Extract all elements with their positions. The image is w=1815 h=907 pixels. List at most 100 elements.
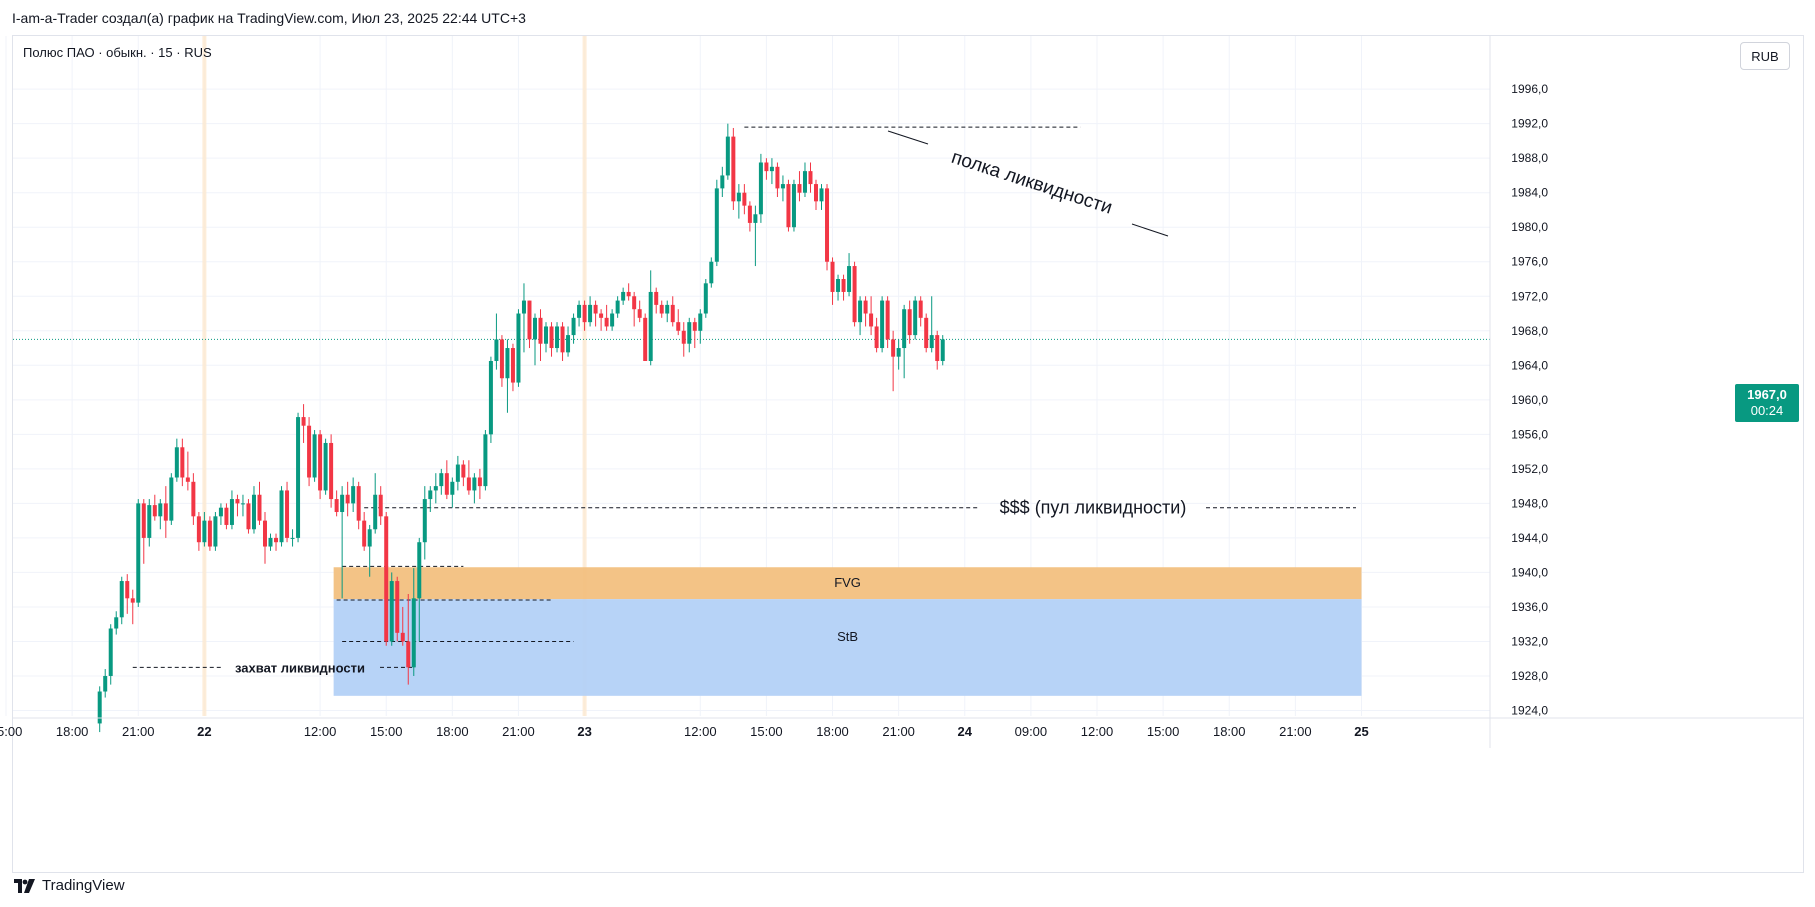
candle <box>637 300 642 323</box>
candle <box>924 313 929 353</box>
candle <box>362 512 367 551</box>
candle <box>819 184 824 210</box>
candle <box>268 533 273 551</box>
tradingview-logo[interactable]: TradingView <box>14 877 125 894</box>
candle <box>676 309 681 336</box>
candle-body <box>461 464 466 478</box>
candle <box>643 313 648 361</box>
candle-body <box>103 675 108 692</box>
candle-body <box>439 473 444 487</box>
candle <box>852 261 857 327</box>
candle <box>780 175 785 202</box>
candle <box>588 296 593 327</box>
candle-body <box>907 309 912 336</box>
y-tick-label: 1964,0 <box>1511 358 1548 372</box>
candle <box>538 309 543 361</box>
candle <box>907 300 912 344</box>
candle-body <box>599 313 604 318</box>
candle-body <box>185 477 190 482</box>
candle <box>891 330 896 392</box>
candle <box>229 490 234 530</box>
candle <box>703 279 708 318</box>
candle-body <box>819 188 824 202</box>
candle <box>136 499 141 607</box>
candle-body <box>147 505 152 538</box>
candle <box>764 158 769 180</box>
candle-body <box>114 617 119 629</box>
candle-body <box>235 499 240 504</box>
candle-body <box>775 166 780 189</box>
currency-button[interactable]: RUB <box>1740 42 1790 70</box>
y-tick-label: 1928,0 <box>1511 669 1548 683</box>
candle-body <box>681 330 686 344</box>
x-tick-label: 23 <box>577 724 591 739</box>
candle-body <box>588 304 593 323</box>
candle-body <box>340 494 345 513</box>
candle <box>384 512 389 646</box>
symbol-info[interactable]: Полюс ПАО · обыкн. · 15 · RUS <box>23 45 212 60</box>
candle <box>555 322 560 353</box>
candle <box>665 300 670 323</box>
candle <box>847 253 852 297</box>
candle <box>714 179 719 267</box>
candle-body <box>97 691 102 724</box>
grab-label: захват ликвидности <box>235 660 365 675</box>
candle <box>791 179 796 232</box>
candle-body <box>345 494 350 504</box>
x-tick-label: 15:00 <box>0 724 22 739</box>
candle <box>329 434 334 508</box>
candle <box>814 179 818 210</box>
candle-body <box>935 335 940 361</box>
candle-body <box>896 348 901 357</box>
candle <box>340 486 345 599</box>
candle-body <box>395 581 400 633</box>
bar-countdown: 00:24 <box>1750 403 1784 418</box>
y-tick-label: 1940,0 <box>1511 565 1548 579</box>
zones <box>333 567 1362 696</box>
candle-body <box>334 499 339 513</box>
y-tick-label: 1980,0 <box>1511 220 1548 234</box>
candle-body <box>180 447 185 478</box>
x-tick-label: 12:00 <box>684 724 717 739</box>
candle <box>758 153 763 223</box>
candle-body <box>758 162 763 215</box>
candle-body <box>714 188 719 262</box>
candle-body <box>268 537 273 547</box>
candle <box>428 486 433 513</box>
candle <box>158 499 163 530</box>
y-tick-label: 1960,0 <box>1511 393 1548 407</box>
author-line: I-am-a-Trader создал(а) график на Tradin… <box>12 10 526 26</box>
candle <box>450 477 455 508</box>
candle <box>351 477 356 513</box>
candle-body <box>527 300 532 340</box>
x-tick-label: 24 <box>958 724 973 739</box>
candle-body <box>472 477 477 491</box>
candle-body <box>499 339 504 379</box>
candle-body <box>356 486 361 521</box>
candle-body <box>169 477 174 521</box>
x-tick-label: 12:00 <box>304 724 337 739</box>
candle <box>863 296 868 327</box>
candle-body <box>384 516 389 642</box>
candle-body <box>549 326 554 349</box>
candle <box>532 313 537 366</box>
y-tick-label: 1956,0 <box>1511 427 1548 441</box>
candle <box>935 330 940 370</box>
candle-body <box>373 494 378 530</box>
candle <box>373 473 378 534</box>
candle-body <box>213 516 218 547</box>
candle-body <box>924 317 929 349</box>
x-tick-label: 09:00 <box>1015 724 1048 739</box>
candle <box>621 287 626 305</box>
candle <box>180 438 185 487</box>
candle <box>499 335 504 387</box>
candle <box>610 309 615 331</box>
candle-body <box>808 171 813 185</box>
candle-body <box>532 317 537 340</box>
candle-body <box>108 628 113 676</box>
candle <box>869 296 874 336</box>
candle-body <box>825 188 830 262</box>
candle <box>119 576 124 625</box>
candle <box>681 322 686 357</box>
